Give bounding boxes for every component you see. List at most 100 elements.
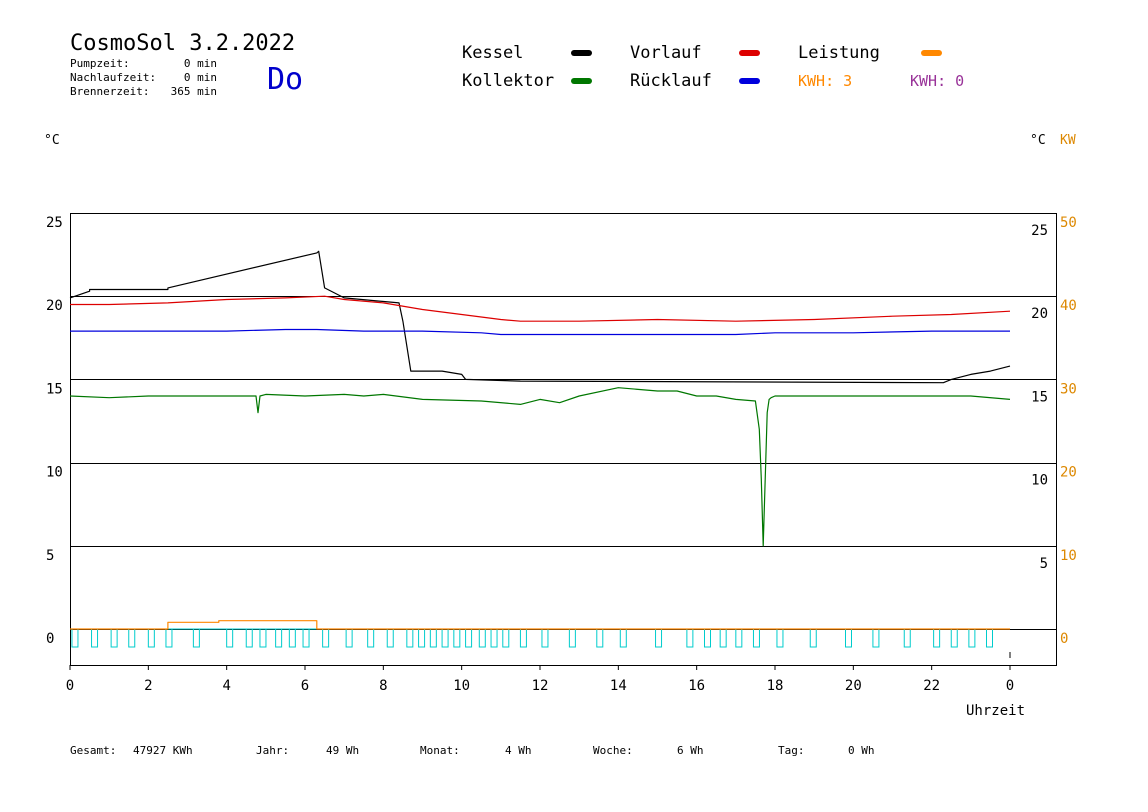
pump-pulse — [386, 628, 394, 648]
kwh-value-2: KWH: 0 — [910, 72, 964, 90]
pump-pulse — [845, 628, 852, 648]
legend-leistung-label: Leistung — [798, 43, 880, 63]
legend-ruecklauf-swatch — [739, 78, 760, 84]
kwh-value-1: KWH: 3 — [798, 72, 852, 90]
pump-pulse — [776, 628, 784, 648]
x-tick-label: 14 — [610, 678, 627, 694]
nachlauf-label: Nachlaufzeit: — [70, 71, 156, 84]
pump-pulse — [441, 628, 449, 648]
series-lines — [69, 250, 1011, 630]
pump-pulse — [288, 628, 296, 648]
pump-pulse — [619, 628, 627, 648]
pump-pulse — [71, 628, 79, 648]
y-axis-kw: 50 40 30 20 10 0 — [1060, 215, 1077, 647]
y-tick-right: 25 — [1031, 223, 1048, 239]
y-axis-left: 25 20 15 10 5 0 — [46, 215, 63, 647]
weekday-label: Do — [267, 62, 303, 97]
pump-pulse — [128, 628, 136, 648]
pump-pulse — [406, 628, 414, 648]
x-tick-label: 0 — [66, 678, 74, 694]
legend-vorlauf-label: Vorlauf — [630, 43, 702, 63]
pump-pulse — [165, 628, 173, 648]
x-tick-label: 0 — [1006, 678, 1014, 694]
y-tick-kw: 0 — [1060, 631, 1068, 647]
pump-value: 0 min — [184, 57, 217, 70]
nachlauf-value: 0 min — [184, 71, 217, 84]
pump-pulse — [245, 628, 253, 648]
y-tick-kw: 20 — [1060, 465, 1077, 481]
x-tick-label: 22 — [923, 678, 940, 694]
pump-pulse — [719, 628, 727, 648]
x-tick-label: 4 — [222, 678, 230, 694]
pump-pulse — [453, 628, 461, 648]
jahr-value: 49 Wh — [326, 744, 359, 757]
pump-pulse — [872, 628, 880, 648]
x-axis-label: Uhrzeit — [966, 703, 1025, 719]
pump-pulse — [704, 628, 711, 648]
x-tick-label: 16 — [688, 678, 705, 694]
pump-pulse — [950, 628, 958, 648]
grid-lines — [70, 296, 1056, 630]
x-tick-label: 6 — [301, 678, 309, 694]
y-tick-right: 5 — [1040, 556, 1048, 572]
gesamt-label: Gesamt: — [70, 744, 116, 757]
plot-frame — [70, 213, 1057, 666]
pump-pulse — [91, 628, 99, 648]
series-vorlauf-line — [70, 295, 1011, 322]
y-tick-kw: 10 — [1060, 548, 1077, 564]
pump-label: Pumpzeit: — [70, 57, 130, 70]
woche-value: 6 Wh — [677, 744, 704, 757]
pump-pulse — [345, 628, 353, 648]
pump-pulse — [490, 628, 498, 648]
y-tick-right: 20 — [1031, 306, 1048, 322]
pump-pulse — [302, 628, 310, 648]
y-axis-right: 25 20 15 10 5 — [1031, 223, 1048, 572]
pump-pulse — [596, 628, 604, 648]
x-tick-label: 20 — [845, 678, 862, 694]
series-ruecklauf-line — [70, 328, 1010, 336]
legend-kollektor-label: Kollektor — [462, 71, 554, 91]
brenner-label: Brennerzeit: — [70, 85, 149, 98]
legend-kollektor-swatch — [571, 78, 592, 84]
legend-vorlauf-swatch — [739, 50, 760, 56]
right-axis-unit-kw: KW — [1060, 133, 1076, 148]
pump-pulse — [418, 628, 426, 648]
series-kessel-line — [69, 250, 1011, 384]
legend-kessel-swatch — [571, 50, 592, 56]
pump-pulse — [147, 628, 155, 648]
pump-pulse — [502, 628, 510, 648]
y-tick-right: 15 — [1031, 389, 1048, 405]
pump-pulse — [429, 628, 437, 648]
y-tick-left: 10 — [46, 465, 63, 481]
pump-pulse — [735, 628, 743, 648]
y-tick-kw: 30 — [1060, 381, 1077, 397]
pump-pulse — [367, 628, 375, 648]
tag-value: 0 Wh — [848, 744, 875, 757]
monat-label: Monat: — [420, 744, 460, 757]
x-tick-label: 10 — [453, 678, 470, 694]
pump-pulse — [275, 628, 283, 648]
y-tick-kw: 50 — [1060, 215, 1077, 231]
x-tick-label: 18 — [767, 678, 784, 694]
woche-label: Woche: — [593, 744, 633, 757]
pump-pulse — [903, 628, 911, 648]
y-tick-kw: 40 — [1060, 298, 1077, 314]
tag-label: Tag: — [778, 744, 805, 757]
y-tick-left: 20 — [46, 298, 63, 314]
legend-kessel-label: Kessel — [462, 43, 523, 63]
gesamt-value: 47927 KWh — [133, 744, 193, 757]
pump-pulse — [322, 628, 330, 648]
pump-pulse — [752, 628, 760, 648]
pump-pulse — [226, 628, 234, 648]
y-tick-right: 10 — [1031, 473, 1048, 489]
pump-pulse — [259, 628, 267, 648]
pump-pulse — [478, 628, 486, 648]
pump-pulse — [465, 628, 473, 648]
pump-pulse — [809, 628, 817, 648]
pump-pulse — [933, 628, 941, 648]
legend-leistung-swatch — [921, 50, 942, 56]
x-tick-label: 12 — [532, 678, 549, 694]
x-tick-label: 2 — [144, 678, 152, 694]
pump-pulse — [686, 628, 694, 648]
